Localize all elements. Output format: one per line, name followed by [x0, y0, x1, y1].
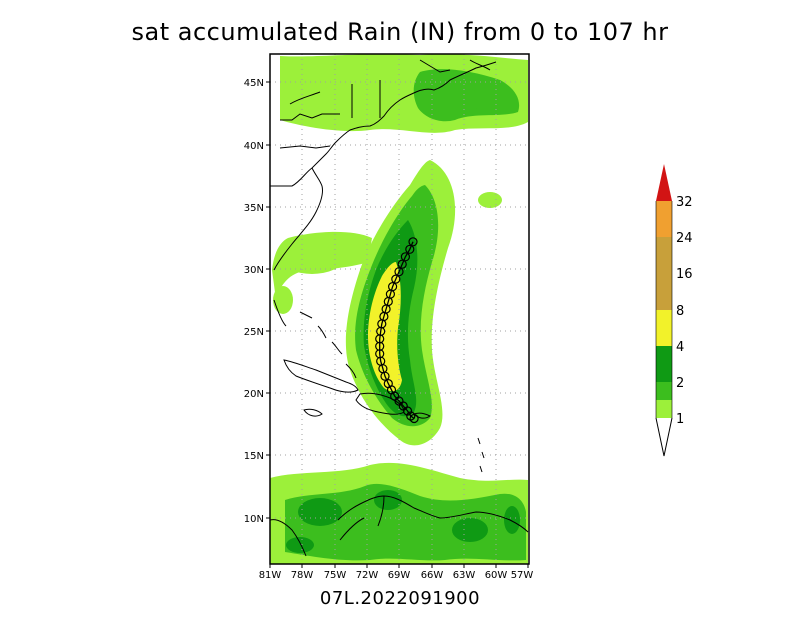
track-position-marker: [397, 259, 407, 269]
track-position-marker: [375, 341, 385, 351]
colorbar: 1 2 4 8 16 24 32: [655, 164, 693, 457]
lat-tick-label: 45N: [244, 78, 264, 89]
colorbar-top-arrow: [656, 164, 672, 201]
colorbar-label: 2: [676, 376, 684, 391]
lat-tick-label: 15N: [244, 451, 264, 462]
lat-tick-label: 40N: [244, 141, 264, 152]
colorbar-box-32: [656, 201, 672, 237]
lon-tick-label: 75W: [324, 570, 347, 581]
colorbar-label: 16: [676, 267, 693, 282]
colorbar-label: 4: [676, 340, 684, 355]
lon-tick-label: 57W: [511, 570, 534, 581]
lat-tick-label: 25N: [244, 327, 264, 338]
colorbar-box-4: [656, 346, 672, 382]
colorbar-label: 8: [676, 304, 684, 319]
colorbar-label: 24: [676, 231, 693, 246]
colorbar-box-24: [656, 237, 672, 273]
lon-tick-label: 63W: [453, 570, 476, 581]
lon-tick-label: 66W: [421, 570, 444, 581]
lat-tick-label: 10N: [244, 514, 264, 525]
storm-track: [375, 237, 419, 424]
colorbar-box-8: [656, 310, 672, 346]
colorbar-label: 32: [676, 195, 693, 210]
colorbar-box-2: [656, 382, 672, 400]
track-position-marker: [394, 267, 404, 277]
lon-tick-label: 78W: [291, 570, 314, 581]
lon-tick-label: 60W: [485, 570, 508, 581]
lat-axis: [266, 81, 270, 519]
lat-tick-label: 20N: [244, 389, 264, 400]
lon-tick-label: 81W: [259, 570, 282, 581]
colorbar-box-1: [656, 400, 672, 418]
lon-tick-label: 72W: [356, 570, 379, 581]
map-plot-area: [270, 54, 529, 564]
colorbar-label: 1: [676, 412, 684, 427]
track-position-marker: [400, 252, 410, 262]
track-position-marker: [406, 411, 416, 421]
lon-tick-label: 69W: [388, 570, 411, 581]
track-position-marker: [405, 244, 415, 254]
coastlines: [270, 59, 529, 557]
lat-tick-label: 35N: [244, 203, 264, 214]
page-title: sat accumulated Rain (IN) from 0 to 107 …: [131, 18, 669, 46]
track-position-marker: [408, 237, 418, 247]
track-position-marker: [383, 379, 393, 389]
lat-lon-grid: [270, 54, 529, 564]
run-id-label: 07L.2022091900: [319, 588, 481, 609]
track-position-marker: [391, 274, 401, 284]
lon-axis: [269, 564, 529, 568]
lat-tick-label: 30N: [244, 265, 264, 276]
colorbar-box-16: [656, 273, 672, 310]
track-position-marker: [388, 282, 398, 292]
colorbar-bottom-arrow: [655, 417, 673, 457]
